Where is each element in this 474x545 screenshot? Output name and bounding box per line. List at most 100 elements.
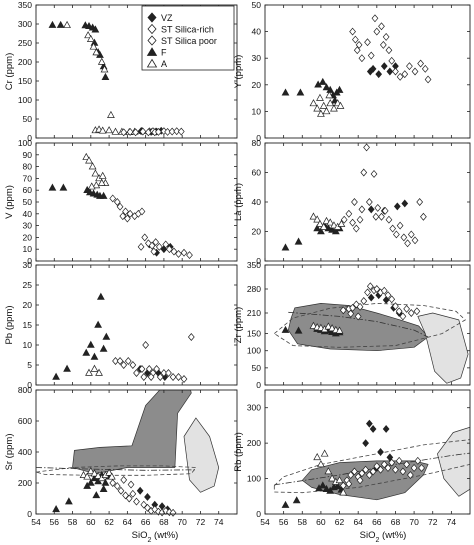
la-point-vz-2: [393, 202, 401, 211]
y-y-tick-label-10: 10: [252, 106, 262, 116]
v-point-st-0: [109, 194, 117, 203]
sr-point-a-4: [94, 471, 103, 479]
zr-y-tick-label-150: 150: [247, 329, 261, 339]
panel-y: 0 10 20 30 40 50 Y (ppm): [233, 0, 471, 143]
y-point-f-1: [296, 88, 305, 96]
v-point-st-1: [113, 198, 121, 206]
la-point-st-10: [378, 212, 385, 221]
zr-point-a-5: [328, 324, 336, 332]
v-point-a-5: [98, 171, 107, 179]
rb-x-tick-label-72: 72: [428, 517, 438, 527]
sr-x-tick-label-68: 68: [159, 517, 169, 527]
y-point-st-2: [378, 22, 385, 31]
pb-point-st-12: [160, 369, 168, 377]
rb-point-a-6: [335, 476, 344, 484]
sr-point-st-5: [129, 489, 137, 498]
v-point-st-3: [122, 207, 129, 216]
sr-point-st-16: [120, 475, 128, 484]
la-y-tick-label-20: 20: [252, 227, 262, 237]
la-point-st-2: [349, 218, 356, 227]
rb-point-vz-1: [366, 419, 373, 428]
sr-point-st-1: [113, 482, 121, 491]
cr-point-st-12: [177, 127, 185, 136]
v-point-st-9: [124, 214, 131, 223]
zr-y-tick-label-50: 50: [252, 363, 262, 373]
v-y-axis-label: V (ppm): [4, 185, 15, 219]
rb-x-tick-label-54: 54: [260, 517, 270, 527]
sr-point-f-3: [86, 478, 95, 486]
rb-field-dashed-ellipse-2: [273, 439, 470, 494]
v-y-tick-label-70: 70: [23, 173, 33, 183]
zr-y-tick-label-0: 0: [256, 380, 261, 390]
panel-cr: 0 50 100 150 200 250 300 350 Cr (ppm): [4, 0, 238, 143]
rb-field-shaded-field-1: [437, 426, 470, 497]
legend-symbol-f: [146, 47, 158, 56]
rb-point-st-5: [358, 469, 366, 478]
rb-point-f-7: [333, 482, 342, 490]
x-axis-label-left: SiO2 (wt%): [132, 530, 179, 544]
pb-y-tick-label-25: 25: [23, 280, 33, 290]
v-y-tick-label-80: 80: [23, 162, 33, 172]
la-point-st-8: [370, 170, 378, 178]
rb-point-f-5: [326, 486, 335, 494]
x-axis-label-right-unit: (wt%): [379, 530, 406, 541]
rb-x-tick-label-74: 74: [447, 517, 457, 527]
v-point-st-18: [175, 249, 182, 258]
sr-y-tick-label-200: 200: [18, 478, 32, 488]
pb-y-tick-label-5: 5: [27, 360, 32, 370]
zr-point-st-14: [392, 302, 399, 311]
la-point-f-1: [294, 237, 303, 245]
zr-point-a-7: [335, 326, 344, 334]
sr-point-f-10: [92, 491, 101, 499]
pb-point-st-1: [116, 357, 124, 365]
rb-point-st-0: [339, 481, 347, 490]
x-axis-label-right-sub: 2: [376, 537, 380, 544]
la-point-st-18: [407, 230, 415, 239]
legend-box: [141, 5, 235, 71]
v-point-st-7: [138, 207, 146, 216]
x-axis-label-left-unit: (wt%): [151, 530, 178, 541]
v-point-a-8: [92, 181, 101, 189]
pb-point-st-5: [133, 369, 140, 377]
pb-y-axis-label: Pb (ppm): [4, 305, 15, 344]
y-point-a-6: [330, 104, 338, 112]
rb-point-st-2: [347, 471, 355, 479]
cr-plot-frame: [35, 4, 238, 139]
rb-x-tick-label-68: 68: [391, 517, 401, 527]
la-point-st-15: [396, 221, 404, 230]
y-point-a-0: [309, 99, 318, 107]
v-y-tick-label-60: 60: [23, 185, 33, 195]
cr-y-axis-label: Cr (ppm): [4, 53, 15, 90]
rb-point-st-17: [403, 460, 410, 469]
y-point-f-5: [326, 85, 335, 93]
cr-point-st-1: [126, 127, 134, 136]
zr-point-st-11: [380, 286, 388, 295]
cr-y-tick-label-250: 250: [18, 38, 32, 48]
pb-point-st-4: [129, 361, 137, 369]
y-point-st-1: [373, 27, 381, 36]
v-y-tick-label-40: 40: [23, 209, 33, 219]
y-point-a-3: [319, 101, 328, 109]
la-point-f-2: [313, 224, 322, 232]
pb-point-st-18: [140, 373, 148, 381]
pb-point-f-2: [82, 348, 91, 356]
zr-field-dash-dot-line-3: [288, 311, 429, 338]
rb-point-st-15: [395, 456, 403, 465]
sr-x-tick-label-58: 58: [68, 517, 78, 527]
v-point-st-2: [116, 202, 124, 211]
zr-point-st-20: [347, 309, 355, 318]
rb-point-st-9: [373, 462, 381, 471]
la-y-axis-label: La (ppm): [233, 183, 244, 221]
y-point-st-17: [358, 54, 366, 63]
la-point-vz-3: [401, 199, 409, 208]
rb-x-tick-label-66: 66: [372, 517, 382, 527]
v-y-tick-label-0: 0: [27, 256, 32, 266]
pb-point-a-0: [85, 368, 93, 376]
rb-point-a-2: [320, 449, 329, 457]
sr-point-st-15: [169, 508, 177, 517]
y-point-st-20: [355, 40, 363, 49]
x-axis-label-left-main: SiO: [132, 530, 148, 541]
panel-sr: 54 56 58 60 62 64 66 68 70 72 74 0 200 400 600 800 Sr (p…: [4, 385, 238, 527]
legend-label-f: F: [161, 48, 167, 58]
